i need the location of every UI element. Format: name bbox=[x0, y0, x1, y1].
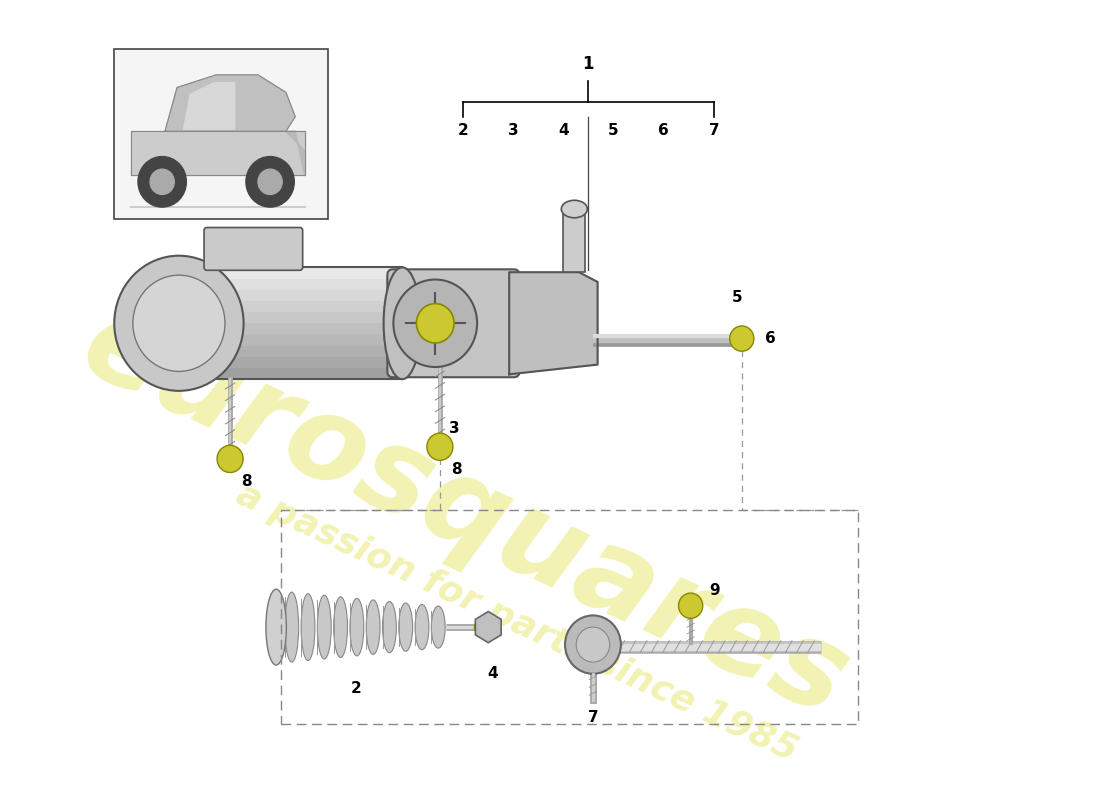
Polygon shape bbox=[184, 82, 234, 130]
Bar bbox=[188, 323, 403, 334]
Ellipse shape bbox=[169, 267, 207, 379]
Ellipse shape bbox=[384, 267, 421, 379]
Circle shape bbox=[150, 169, 174, 194]
Circle shape bbox=[258, 169, 283, 194]
Circle shape bbox=[133, 275, 226, 371]
Polygon shape bbox=[165, 75, 295, 131]
Ellipse shape bbox=[333, 597, 348, 658]
Text: 8: 8 bbox=[242, 474, 252, 490]
Ellipse shape bbox=[301, 594, 315, 661]
Ellipse shape bbox=[431, 606, 446, 648]
Ellipse shape bbox=[350, 598, 364, 656]
Ellipse shape bbox=[285, 592, 299, 662]
Ellipse shape bbox=[561, 200, 587, 218]
Bar bbox=[113, 49, 328, 218]
Text: 4: 4 bbox=[487, 666, 498, 681]
Bar bbox=[188, 368, 403, 379]
Circle shape bbox=[138, 157, 186, 207]
Bar bbox=[188, 301, 403, 312]
Text: 5: 5 bbox=[608, 123, 618, 138]
Circle shape bbox=[114, 256, 243, 391]
Ellipse shape bbox=[266, 589, 286, 665]
Circle shape bbox=[576, 627, 609, 662]
Polygon shape bbox=[286, 131, 305, 175]
Bar bbox=[188, 267, 403, 379]
Text: 9: 9 bbox=[710, 583, 719, 598]
Ellipse shape bbox=[399, 603, 412, 651]
Ellipse shape bbox=[366, 600, 381, 654]
Text: 2: 2 bbox=[458, 123, 469, 138]
Ellipse shape bbox=[383, 602, 396, 653]
Text: a passion for parts since 1985: a passion for parts since 1985 bbox=[231, 477, 803, 768]
Bar bbox=[282, 510, 858, 724]
Text: 3: 3 bbox=[449, 421, 459, 435]
Text: 7: 7 bbox=[708, 123, 719, 138]
Text: eurosquares: eurosquares bbox=[65, 286, 866, 741]
Polygon shape bbox=[509, 272, 597, 374]
Circle shape bbox=[217, 446, 243, 473]
Circle shape bbox=[246, 157, 295, 207]
Circle shape bbox=[729, 326, 754, 351]
Text: 4: 4 bbox=[558, 123, 569, 138]
Bar bbox=[563, 209, 585, 272]
Text: 7: 7 bbox=[587, 710, 598, 725]
Text: 2: 2 bbox=[350, 681, 361, 695]
FancyBboxPatch shape bbox=[387, 270, 519, 378]
Bar bbox=[188, 357, 403, 368]
Circle shape bbox=[565, 615, 620, 674]
Circle shape bbox=[679, 593, 703, 618]
Polygon shape bbox=[131, 131, 305, 175]
Text: 3: 3 bbox=[507, 123, 518, 138]
Ellipse shape bbox=[318, 595, 331, 659]
Bar bbox=[188, 312, 403, 323]
Bar bbox=[188, 334, 403, 346]
Circle shape bbox=[474, 618, 493, 637]
Text: 1: 1 bbox=[583, 55, 594, 73]
Bar bbox=[188, 267, 403, 278]
Circle shape bbox=[394, 279, 477, 367]
Circle shape bbox=[417, 303, 454, 343]
Circle shape bbox=[427, 433, 453, 460]
FancyBboxPatch shape bbox=[204, 227, 302, 270]
Text: 6: 6 bbox=[658, 123, 669, 138]
Bar bbox=[188, 278, 403, 290]
Polygon shape bbox=[475, 611, 502, 642]
Ellipse shape bbox=[415, 605, 429, 650]
Bar bbox=[188, 290, 403, 301]
Text: 8: 8 bbox=[451, 462, 462, 478]
Bar bbox=[188, 346, 403, 357]
Text: 6: 6 bbox=[766, 331, 775, 346]
Text: 5: 5 bbox=[732, 290, 742, 305]
